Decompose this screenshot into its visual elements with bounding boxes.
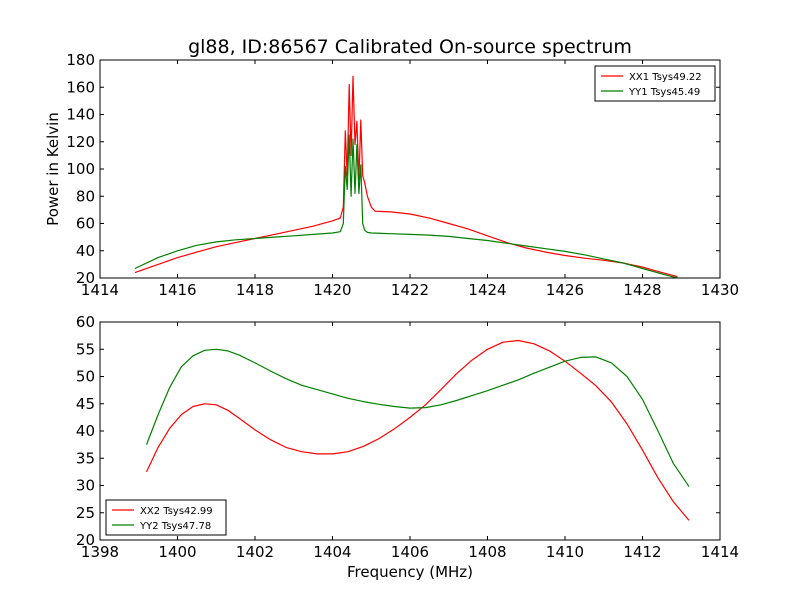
y-tick-label: 160 — [66, 78, 95, 96]
y-tick-label: 20 — [76, 269, 95, 287]
x-tick-label: 1404 — [313, 543, 351, 561]
figure-xlabel: Frequency (MHz) — [347, 563, 473, 581]
series-line-1 — [145, 339, 690, 521]
series-line-2 — [145, 348, 690, 487]
y-tick-label: 40 — [76, 242, 95, 260]
y-tick-label: 35 — [76, 449, 95, 467]
x-tick-label: 1400 — [158, 543, 196, 561]
x-tick-label: 1414 — [701, 543, 739, 561]
x-tick-label: 1424 — [468, 281, 506, 299]
x-tick-label: 1426 — [546, 281, 584, 299]
legend-entry: XX2 Tsys42.99 — [140, 506, 213, 517]
legend-entry: YY1 Tsys45.49 — [628, 87, 700, 98]
x-tick-label: 1402 — [236, 543, 274, 561]
y-axis-label: Power in Kelvin — [44, 112, 62, 226]
y-tick-label: 40 — [76, 422, 95, 440]
y-tick-label: 30 — [76, 477, 95, 495]
y-tick-label: 20 — [76, 531, 95, 549]
legend-box — [594, 65, 716, 102]
y-tick-label: 55 — [76, 340, 95, 358]
y-tick-label: 45 — [76, 395, 95, 413]
series-line-2 — [134, 134, 678, 279]
y-tick-label: 50 — [76, 368, 95, 386]
x-tick-label: 1422 — [391, 281, 429, 299]
y-tick-label: 100 — [66, 160, 95, 178]
x-tick-label: 1410 — [546, 543, 584, 561]
series-line-1 — [134, 75, 678, 278]
y-tick-label: 60 — [76, 313, 95, 331]
legend-entry: YY2 Tsys47.78 — [139, 521, 211, 532]
y-tick-label: 120 — [66, 133, 95, 151]
x-tick-label: 1416 — [158, 281, 196, 299]
y-tick-label: 80 — [76, 187, 95, 205]
legend-entry: XX1 Tsys49.22 — [629, 72, 702, 83]
x-tick-label: 1430 — [701, 281, 739, 299]
y-tick-label: 25 — [76, 504, 95, 522]
x-tick-label: 1420 — [313, 281, 351, 299]
x-tick-label: 1398 — [81, 543, 119, 561]
x-tick-label: 1406 — [391, 543, 429, 561]
bottom-spectrum-plot: 1398 1400 1402 1404 1406 1408 1410 1412 1414 20 25… — [76, 313, 739, 561]
x-tick-label: 1428 — [623, 281, 661, 299]
x-tick-label: 1414 — [81, 281, 119, 299]
y-tick-label: 180 — [66, 51, 95, 69]
x-tick-label: 1412 — [623, 543, 661, 561]
legend-box — [105, 499, 227, 536]
figure-title: gl88, ID:86567 Calibrated On-source spec… — [188, 36, 632, 58]
x-tick-label: 1418 — [236, 281, 274, 299]
y-tick-label: 140 — [66, 106, 95, 124]
x-tick-label: 1408 — [468, 543, 506, 561]
y-tick-label: 60 — [76, 215, 95, 233]
top-spectrum-plot: 1414 1416 1418 1420 1422 1424 1426 1428 1430 20 40… — [44, 51, 739, 299]
